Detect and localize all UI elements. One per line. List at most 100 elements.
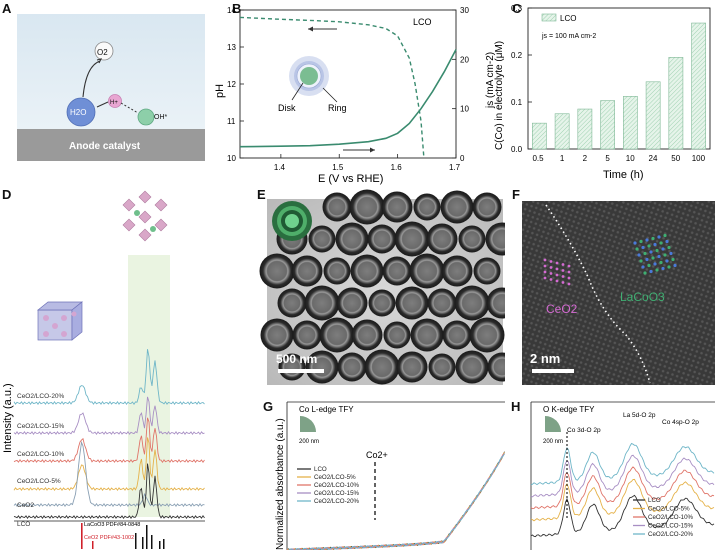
interface-line xyxy=(545,204,651,384)
y-axis-label: C(Co) in electrolyte (μM) xyxy=(494,41,505,150)
spot-label: 200 nm xyxy=(299,439,319,445)
y-axis-label: Intensity (a.u.) xyxy=(2,383,14,453)
ceo2-label: CeO2 xyxy=(546,302,578,316)
atom-marker xyxy=(657,235,661,239)
y2-tick-label: 30 xyxy=(460,6,469,15)
trace-label: CeO2/LCO-5% xyxy=(17,478,61,485)
atom-marker xyxy=(561,281,565,284)
atom-marker xyxy=(555,273,559,277)
atom-marker xyxy=(555,267,559,271)
atom-marker xyxy=(645,257,649,262)
atom-marker xyxy=(655,268,659,272)
ref-ceo2-label: CeO2 PDF#43-1002 xyxy=(84,535,134,541)
h2o-bubble xyxy=(66,97,96,127)
nanoparticle xyxy=(427,288,457,318)
bar xyxy=(645,81,661,150)
nanoparticle xyxy=(337,352,367,382)
xas-trace xyxy=(530,442,715,486)
atom-marker xyxy=(651,256,655,260)
x-tick-label: 5 xyxy=(605,154,610,163)
panel-a-figure: O2 H2O H+ OH* Anode catalyst xyxy=(17,14,205,161)
trace-label: CeO2/LCO-10% xyxy=(17,451,65,458)
y-axis-label: Normalized absorbance (a.u.) xyxy=(275,418,286,550)
atom-marker xyxy=(649,250,653,254)
nanoparticle xyxy=(383,321,411,349)
x-tick-label: 1.6 xyxy=(391,163,403,172)
xas-trace xyxy=(530,466,715,510)
trace-label: CeO2/LCO-15% xyxy=(17,423,65,430)
atom-marker xyxy=(555,261,559,265)
panel-b: B 1.4 1.5 1.6 1.7 10 11 12 13 14 0 10 20 30 Disk Rin… xyxy=(210,0,500,185)
nanoparticle xyxy=(473,257,501,285)
xrd-trace xyxy=(13,396,205,435)
atom-marker xyxy=(657,254,661,259)
o-kedge-chart: 200 nm O K-edge TFY Co 3d-O 2p La 5d-O 2… xyxy=(530,401,715,550)
scale-bar xyxy=(278,369,324,373)
perovskite-crystal-icon xyxy=(122,190,168,242)
y2-tick-label: 0 xyxy=(460,154,465,163)
spot-label: 200 nm xyxy=(543,439,563,445)
x-tick-label: 2 xyxy=(583,154,588,163)
oh-bubble xyxy=(137,108,155,126)
nanoparticle xyxy=(308,225,336,253)
trace-label: CeO2 xyxy=(17,502,34,509)
atom-marker xyxy=(543,258,547,262)
fluorite-crystal-icon xyxy=(37,301,83,341)
cobalt-concentration-chart: 0.0 0.1 0.2 0.3 0.5 1 2 5 10 24 50 100 LCO js = 10… xyxy=(494,4,711,181)
atom-marker xyxy=(661,247,665,251)
legend-label: CeO2/LCO-5% xyxy=(314,474,356,481)
scale-label: 2 nm xyxy=(530,351,560,366)
catalyst-label: Anode catalyst xyxy=(69,141,141,152)
atom-marker xyxy=(669,251,673,256)
atom-marker xyxy=(655,248,659,253)
legend-label: CeO2/LCO-5% xyxy=(648,506,690,513)
atom-marker xyxy=(561,275,565,278)
co2plus-label: Co2+ xyxy=(366,450,388,460)
bar xyxy=(554,113,570,150)
nanoparticle xyxy=(396,351,428,383)
x-tick-label: 10 xyxy=(626,154,635,163)
atom-marker xyxy=(641,245,645,250)
y-tick-label: 14 xyxy=(227,6,236,15)
nanoparticle xyxy=(458,225,486,253)
panel-label: B xyxy=(232,1,242,16)
nanoparticle xyxy=(409,253,445,289)
xas-trace xyxy=(530,454,715,498)
peak1-label: Co 3d-O 2p xyxy=(567,427,601,434)
nanoparticle xyxy=(441,255,473,287)
atom-marker xyxy=(659,260,663,265)
nanoparticle xyxy=(440,190,474,224)
nanoparticle xyxy=(277,288,307,318)
y2-tick-label: 10 xyxy=(460,105,469,114)
atom-marker xyxy=(543,270,547,274)
ph-curve xyxy=(239,16,425,159)
y-tick-label: 0.0 xyxy=(511,145,523,154)
legend-label: CeO2/LCO-20% xyxy=(314,498,360,505)
atom-marker xyxy=(673,263,677,268)
nanoparticle xyxy=(382,256,412,286)
x-tick-label: 24 xyxy=(649,154,658,163)
atom-marker xyxy=(663,253,667,257)
panel-label: F xyxy=(512,187,520,202)
nanoparticle xyxy=(426,223,458,255)
atom-marker xyxy=(633,241,637,245)
nanoparticle xyxy=(335,222,369,256)
nanoparticle xyxy=(322,192,352,222)
legend-label: LCO xyxy=(648,497,661,504)
atom-marker xyxy=(549,278,553,281)
atom-marker xyxy=(549,266,553,269)
xas-trace xyxy=(530,478,715,522)
legend-label: LCO xyxy=(314,466,327,473)
atom-marker xyxy=(665,259,669,263)
xrd-chart: CeO2/LCO-20% CeO2/LCO-15% CeO2/LCO-10% CeO2… xyxy=(2,190,205,549)
atom-marker xyxy=(567,264,571,268)
x-tick-label: 1 xyxy=(560,154,565,163)
y-tick-label: 11 xyxy=(227,117,236,126)
nanoparticle xyxy=(394,221,430,257)
panel-d: D CeO xyxy=(0,185,205,550)
ref-laco-label: LaCoO3 PDF#84-0848 xyxy=(84,522,140,528)
x-axis-label: Time (h) xyxy=(603,169,644,181)
y-tick-label: 0.2 xyxy=(511,51,523,60)
panel-label: A xyxy=(2,1,12,16)
nanoparticle xyxy=(336,287,368,319)
